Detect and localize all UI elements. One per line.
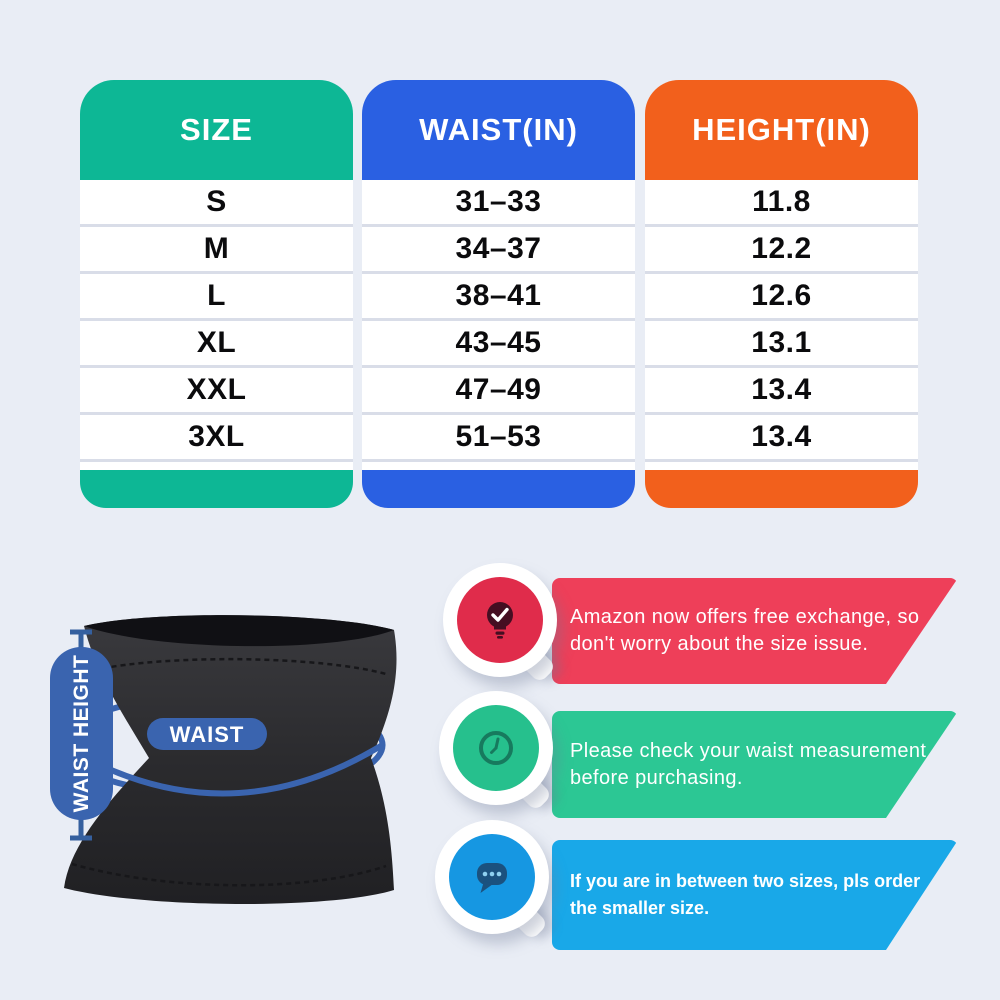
table-cell: 38–41 (362, 274, 635, 321)
callout-banner-exchange: Amazon now offers free exchange, so don'… (552, 578, 958, 684)
height-column-header: HEIGHT(IN) (645, 80, 918, 180)
waist-column: WAIST(IN) 31–33 34–37 38–41 43–45 47–49 … (362, 80, 635, 508)
callout-text: Please check your waist measurement (570, 739, 927, 762)
callout-text: If you are in between two sizes, pls ord… (570, 871, 921, 891)
waist-column-header: WAIST(IN) (362, 80, 635, 180)
table-cell: 12.6 (645, 274, 918, 321)
table-cell: 12.2 (645, 227, 918, 274)
table-cell: L (80, 274, 353, 321)
column-spacer (362, 462, 635, 470)
size-column-header: SIZE (80, 80, 353, 180)
waist-trainer-opening (84, 615, 394, 647)
table-cell: XXL (80, 368, 353, 415)
column-spacer (645, 462, 918, 470)
size-column: SIZE S M L XL XXL 3XL (80, 80, 353, 508)
table-cell: XL (80, 321, 353, 368)
waist-height-indicator: WAIST HEIGHT (50, 629, 113, 841)
waist-trainer-illustration: WAIST WAIST HEIGHT (50, 615, 397, 905)
waist-height-pill (50, 647, 113, 820)
waist-height-label: WAIST HEIGHT (70, 655, 93, 813)
callout-text: the smaller size. (570, 898, 710, 918)
stitch-line-top (93, 657, 387, 676)
table-cell: 51–53 (362, 415, 635, 462)
table-cell: 31–33 (362, 180, 635, 227)
table-cell: 11.8 (645, 180, 918, 227)
callout-badge (439, 691, 553, 812)
waist-trainer-body (64, 615, 397, 905)
height-column-footer-bar (645, 470, 918, 508)
callout-text: don't worry about the size issue. (570, 633, 869, 655)
callout-text: before purchasing. (570, 766, 743, 789)
table-cell: 47–49 (362, 368, 635, 415)
callout-badge (435, 820, 549, 941)
stitch-line-bottom (71, 862, 387, 887)
column-spacer (80, 462, 353, 470)
callout-banner-between-sizes: If you are in between two sizes, pls ord… (552, 840, 958, 950)
table-cell: 43–45 (362, 321, 635, 368)
height-column: HEIGHT(IN) 11.8 12.2 12.6 13.1 13.4 13.4 (645, 80, 918, 508)
callout-banner-measure: Please check your waist measurement befo… (552, 711, 958, 818)
table-cell: 13.4 (645, 368, 918, 415)
waist-label: WAIST (170, 722, 245, 747)
table-cell: 13.1 (645, 321, 918, 368)
lightbulb-check-icon (457, 577, 543, 663)
clock-icon (453, 705, 539, 791)
waist-column-footer-bar (362, 470, 635, 508)
table-cell: 3XL (80, 415, 353, 462)
callout-badge (443, 563, 557, 684)
table-cell: 34–37 (362, 227, 635, 274)
callout-text: Amazon now offers free exchange, so (570, 606, 920, 628)
table-cell: S (80, 180, 353, 227)
waist-label-pill (147, 718, 267, 750)
size-column-footer-bar (80, 470, 353, 508)
chat-dots-icon (449, 834, 535, 920)
table-cell: M (80, 227, 353, 274)
table-cell: 13.4 (645, 415, 918, 462)
